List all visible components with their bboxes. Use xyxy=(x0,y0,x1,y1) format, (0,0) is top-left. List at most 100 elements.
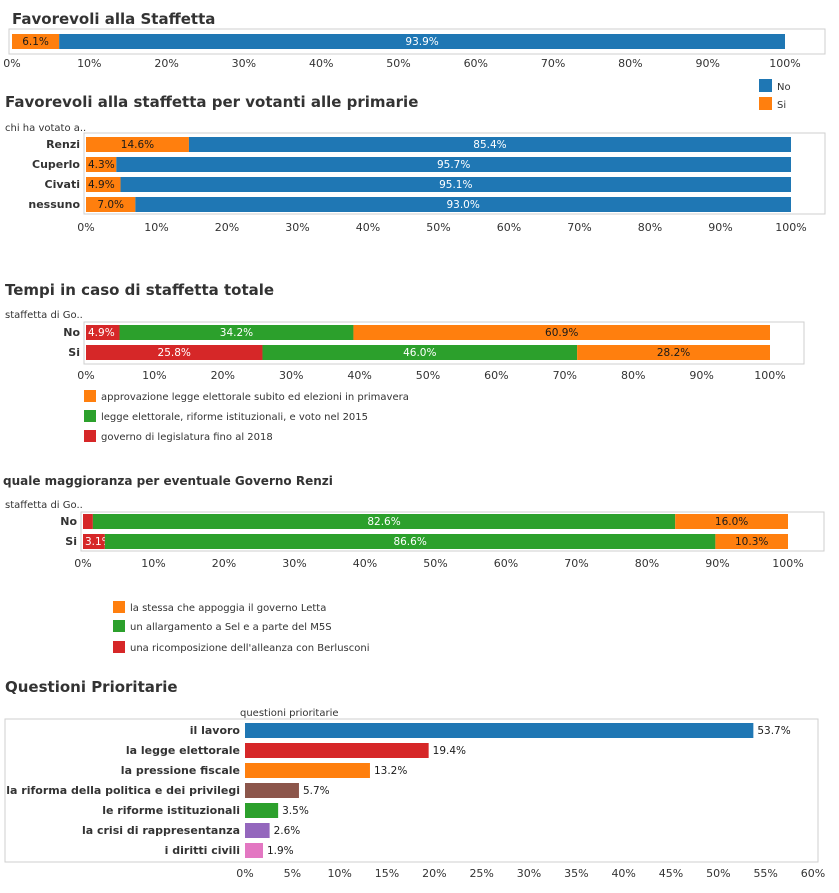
legend-swatch xyxy=(84,390,96,402)
bar-segment xyxy=(675,514,788,529)
data-label: 28.2% xyxy=(657,347,690,359)
bar-segment xyxy=(86,137,189,152)
x-tick-label: 40% xyxy=(309,57,333,70)
x-tick-label: 0% xyxy=(74,557,91,570)
x-tick-label: 80% xyxy=(618,57,642,70)
x-tick-label: 50% xyxy=(706,867,730,880)
legend-label: Si xyxy=(777,100,786,111)
bar-segment xyxy=(188,137,791,152)
category-label: la riforma della politica e dei privileg… xyxy=(6,784,240,797)
x-tick-label: 20% xyxy=(154,57,178,70)
row-header: staffetta di Go.. xyxy=(5,310,83,321)
category-label: No xyxy=(60,515,77,528)
bar-segment xyxy=(262,345,578,360)
data-label: 2.6% xyxy=(274,825,301,837)
bar-segment xyxy=(83,534,105,549)
data-label: 16.0% xyxy=(715,516,748,528)
data-label: 60.9% xyxy=(545,327,578,339)
row-header: staffetta di Go.. xyxy=(5,500,83,511)
chart-title: Questioni Prioritarie xyxy=(5,678,178,696)
data-label: 95.7% xyxy=(437,159,470,171)
x-tick-label: 90% xyxy=(695,57,719,70)
data-label: 93.9% xyxy=(405,36,438,48)
category-label: Renzi xyxy=(46,138,80,151)
bar xyxy=(245,743,429,758)
x-tick-label: 50% xyxy=(386,57,410,70)
data-label: 25.8% xyxy=(158,347,191,359)
legend-label: governo di legislatura fino al 2018 xyxy=(101,432,273,443)
x-tick-label: 30% xyxy=(282,557,306,570)
data-label: 95.1% xyxy=(439,179,472,191)
plot-frame xyxy=(80,511,825,552)
x-tick-label: 60% xyxy=(801,867,825,880)
x-tick-label: 50% xyxy=(416,369,440,382)
data-label: 34.2% xyxy=(220,327,253,339)
data-label: 46.0% xyxy=(403,347,436,359)
x-tick-label: 70% xyxy=(553,369,577,382)
x-tick-label: 50% xyxy=(423,557,447,570)
x-tick-label: 30% xyxy=(232,57,256,70)
x-tick-label: 50% xyxy=(426,221,450,234)
data-label: 7.0% xyxy=(97,199,124,211)
plot-frame xyxy=(4,718,819,863)
legend-label: una ricomposizione dell'alleanza con Ber… xyxy=(130,643,369,654)
bar-segment xyxy=(116,157,791,172)
legend-swatch xyxy=(113,601,125,613)
bar-segment xyxy=(83,514,93,529)
x-tick-label: 90% xyxy=(705,557,729,570)
x-tick-label: 45% xyxy=(659,867,683,880)
x-tick-label: 0% xyxy=(77,221,94,234)
legend-label: approvazione legge elettorale subito ed … xyxy=(101,392,409,403)
chart-title: Favorevoli alla Staffetta xyxy=(12,10,215,28)
legend-swatch xyxy=(84,410,96,422)
data-label: 6.1% xyxy=(22,36,49,48)
x-tick-label: 10% xyxy=(327,867,351,880)
bar-segment xyxy=(353,325,770,340)
x-tick-label: 80% xyxy=(621,369,645,382)
x-tick-label: 40% xyxy=(356,221,380,234)
data-label: 53.7% xyxy=(757,725,790,737)
data-label: 19.4% xyxy=(433,745,466,757)
x-tick-label: 20% xyxy=(215,221,239,234)
data-label: 85.4% xyxy=(473,139,506,151)
data-label: 4.9% xyxy=(88,179,115,191)
x-tick-label: 10% xyxy=(77,57,101,70)
row-header: chi ha votato a.. xyxy=(5,123,86,134)
legend-label: legge elettorale, riforme istituzionali,… xyxy=(101,412,368,423)
x-tick-label: 70% xyxy=(541,57,565,70)
bar-segment xyxy=(119,325,354,340)
data-label: 4.9% xyxy=(88,327,115,339)
category-label: Civati xyxy=(45,178,80,191)
legend-swatch xyxy=(113,641,125,653)
bar-segment xyxy=(86,157,117,172)
legend-swatch xyxy=(113,620,125,632)
x-tick-label: 0% xyxy=(77,369,94,382)
x-tick-label: 15% xyxy=(375,867,399,880)
bar-segment xyxy=(86,325,120,340)
bar-segment xyxy=(86,177,121,192)
x-tick-label: 30% xyxy=(517,867,541,880)
x-tick-label: 60% xyxy=(494,557,518,570)
bar xyxy=(245,763,370,778)
x-tick-label: 30% xyxy=(285,221,309,234)
x-tick-label: 5% xyxy=(284,867,301,880)
bar-segment xyxy=(59,34,785,49)
x-tick-label: 10% xyxy=(142,369,166,382)
x-tick-label: 90% xyxy=(708,221,732,234)
x-tick-label: 100% xyxy=(769,57,800,70)
category-label: No xyxy=(63,326,80,339)
category-label: nessuno xyxy=(28,198,80,211)
bar-segment xyxy=(92,514,676,529)
x-tick-label: 40% xyxy=(611,867,635,880)
bar xyxy=(245,803,279,818)
x-tick-label: 0% xyxy=(236,867,253,880)
x-tick-label: 10% xyxy=(141,557,165,570)
data-label: 4.3% xyxy=(88,159,115,171)
chart-title: quale maggioranza per eventuale Governo … xyxy=(3,474,333,488)
data-label: 3.5% xyxy=(282,805,309,817)
x-tick-label: 0% xyxy=(3,57,20,70)
x-tick-label: 100% xyxy=(754,369,785,382)
data-label: 5.7% xyxy=(303,785,330,797)
x-tick-label: 60% xyxy=(464,57,488,70)
